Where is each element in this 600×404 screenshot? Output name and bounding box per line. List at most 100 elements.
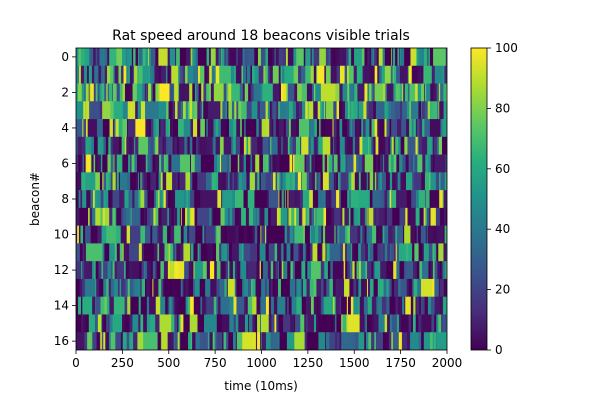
heatmap-cell (307, 101, 310, 120)
heatmap-cell (290, 136, 294, 155)
heatmap-cell (80, 65, 85, 84)
heatmap-cell (402, 154, 405, 173)
heatmap-cell (282, 314, 284, 333)
heatmap-cell (433, 278, 435, 297)
heatmap-cell (442, 101, 444, 120)
heatmap-cell (128, 65, 131, 84)
heatmap-cell (85, 154, 89, 173)
heatmap-cell (179, 207, 182, 226)
heatmap-cell (342, 207, 345, 226)
heatmap-cell (427, 278, 430, 297)
heatmap-cell (142, 65, 144, 84)
heatmap-cell (140, 207, 142, 226)
heatmap-cell (214, 154, 218, 173)
heatmap-cell (221, 225, 225, 244)
heatmap-cell (276, 296, 278, 315)
heatmap-cell (275, 119, 280, 138)
heatmap-cell (364, 48, 368, 67)
heatmap-cell (428, 48, 431, 67)
heatmap-cell (178, 278, 180, 297)
heatmap-cell (92, 278, 96, 297)
heatmap-cell (358, 190, 362, 209)
heatmap-cell (247, 48, 250, 67)
heatmap-cell (265, 261, 269, 280)
heatmap-cell (238, 314, 242, 333)
heatmap-cell (335, 296, 337, 315)
heatmap-cell (94, 225, 98, 244)
heatmap-cell (414, 243, 417, 262)
heatmap-cell (132, 101, 136, 120)
heatmap-cell (246, 172, 248, 191)
heatmap-cell (287, 225, 291, 244)
heatmap-cell (253, 243, 256, 262)
heatmap-cell (344, 190, 348, 209)
heatmap-cell (109, 83, 113, 102)
heatmap-cell (277, 314, 280, 333)
heatmap-cell (127, 225, 131, 244)
heatmap-cell (429, 119, 433, 138)
heatmap-cell (227, 101, 229, 120)
heatmap-cell (94, 314, 99, 333)
heatmap-cell (97, 83, 100, 102)
heatmap-cell (188, 119, 191, 138)
heatmap-cell (220, 225, 223, 244)
heatmap-cell (421, 83, 425, 102)
heatmap-cell (276, 101, 279, 120)
heatmap-cell (312, 172, 315, 191)
heatmap-cell (239, 119, 241, 138)
heatmap-cell (330, 101, 334, 120)
heatmap-cell (341, 296, 343, 315)
heatmap-cell (162, 83, 166, 102)
heatmap-cell (353, 278, 357, 297)
heatmap-cell (78, 172, 81, 191)
heatmap-cell (373, 154, 377, 173)
heatmap-cell (142, 119, 146, 138)
heatmap-cell (311, 190, 314, 209)
heatmap-cell (414, 136, 416, 155)
heatmap-cell (431, 65, 436, 84)
heatmap-cell (340, 261, 345, 280)
heatmap-cell (252, 332, 257, 350)
heatmap-cell (378, 101, 381, 120)
heatmap-cell (194, 207, 196, 226)
heatmap-cell (168, 154, 171, 173)
heatmap-cell (282, 136, 286, 155)
heatmap-cell (193, 278, 196, 297)
heatmap-cell (207, 296, 210, 315)
heatmap-cell (191, 154, 193, 173)
heatmap-cell (373, 136, 376, 155)
heatmap-cell (358, 296, 361, 315)
heatmap-cell (154, 332, 156, 350)
heatmap-cell (181, 261, 185, 280)
heatmap-cell (141, 48, 144, 67)
heatmap-cell (270, 261, 274, 280)
colorbar-tick-label: 20 (495, 283, 510, 297)
heatmap-cell (296, 278, 299, 297)
heatmap-cell (314, 154, 318, 173)
heatmap-cell (166, 136, 169, 155)
heatmap-cell (214, 225, 217, 244)
heatmap-cell (101, 225, 103, 244)
heatmap-cell (257, 332, 261, 350)
heatmap-cell (160, 172, 164, 191)
heatmap-cell (358, 243, 362, 262)
heatmap-cell (254, 172, 256, 191)
heatmap-cell (354, 207, 359, 226)
heatmap-cell (443, 119, 447, 138)
heatmap-cell (380, 48, 384, 67)
heatmap-cell (406, 332, 411, 350)
heatmap-cell (166, 243, 168, 262)
heatmap-cell (95, 119, 98, 138)
heatmap-cell (130, 101, 133, 120)
heatmap-cell (240, 261, 243, 280)
heatmap-cell (124, 261, 127, 280)
heatmap-cell (295, 243, 299, 262)
heatmap-cell (178, 314, 181, 333)
heatmap-cell (142, 154, 145, 173)
heatmap-cell (105, 154, 107, 173)
heatmap-cell (288, 278, 291, 297)
heatmap-cell (328, 172, 332, 191)
heatmap-cell (167, 332, 172, 350)
heatmap-cell (229, 243, 231, 262)
heatmap-cell (234, 65, 237, 84)
